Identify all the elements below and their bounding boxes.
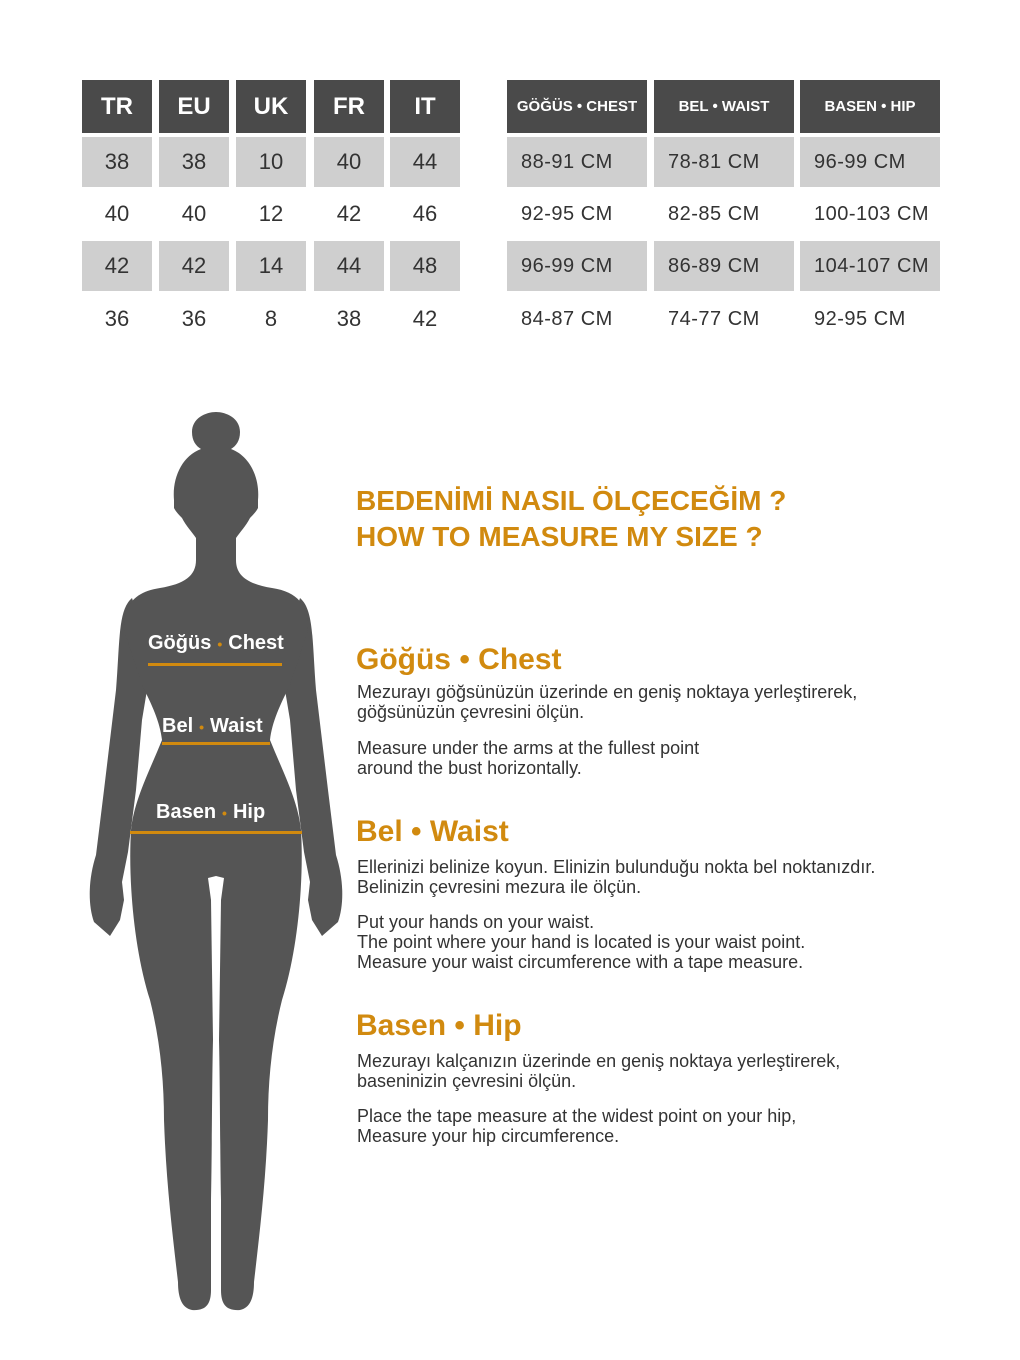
table-cell: 82-85 CM bbox=[668, 202, 760, 225]
table-cell: 10 bbox=[236, 137, 306, 187]
table-cell: 40 bbox=[314, 137, 384, 187]
table-cell: 42 bbox=[336, 201, 362, 226]
label-en: Hip bbox=[232, 801, 266, 823]
table-cell: 38 bbox=[82, 137, 152, 187]
dot-icon: • bbox=[217, 636, 223, 652]
dot-icon: • bbox=[222, 805, 227, 821]
section-heading-hip: Basen • Hip bbox=[356, 1009, 522, 1042]
section-text-hip-tr: Mezurayı kalçanızın üzerinde en geniş no… bbox=[357, 1051, 841, 1091]
figure-label-chest: Göğüs • Chest bbox=[148, 632, 284, 655]
table-cell: 46 bbox=[412, 201, 438, 226]
label-tr: Basen bbox=[156, 801, 217, 823]
column-header: EU bbox=[159, 80, 229, 133]
table-cell: 84-87 CM bbox=[521, 307, 613, 330]
label-tr: Bel bbox=[162, 715, 194, 737]
table-cell: 36 bbox=[104, 306, 130, 331]
table-cell: 38 bbox=[336, 306, 362, 331]
section-heading-waist: Bel • Waist bbox=[356, 815, 509, 848]
table-cell: 36 bbox=[181, 306, 207, 331]
table-cell: 40 bbox=[181, 201, 207, 226]
table-cell: 42 bbox=[82, 241, 152, 291]
table-cell: 42 bbox=[412, 306, 438, 331]
table-cell: 40 bbox=[104, 201, 130, 226]
column-header: IT bbox=[390, 80, 460, 133]
label-en: Chest bbox=[228, 632, 284, 654]
table-cell: 92-95 CM bbox=[521, 202, 613, 225]
table-cell: 8 bbox=[264, 306, 278, 331]
table-cell: 96-99 CM bbox=[507, 241, 647, 291]
table-cell: 14 bbox=[236, 241, 306, 291]
column-header: FR bbox=[314, 80, 384, 133]
waist-line bbox=[162, 742, 270, 745]
column-header: TR bbox=[82, 80, 152, 133]
label-en: Waist bbox=[210, 715, 263, 737]
page-title-tr: BEDENİMİ NASIL ÖLÇECEĞİM ? bbox=[356, 485, 787, 516]
chest-line bbox=[148, 663, 282, 666]
table-cell: 42 bbox=[159, 241, 229, 291]
column-header: GÖĞÜS • CHEST bbox=[507, 80, 647, 133]
table-cell: 88-91 CM bbox=[507, 137, 647, 187]
table-cell: 38 bbox=[159, 137, 229, 187]
table-cell: 100-103 CM bbox=[814, 202, 930, 225]
table-cell: 44 bbox=[390, 137, 460, 187]
table-cell: 96-99 CM bbox=[800, 137, 940, 187]
column-header: BASEN • HIP bbox=[800, 80, 940, 133]
section-text-waist-tr: Ellerinizi belinize koyun. Elinizin bulu… bbox=[357, 857, 876, 897]
body-silhouette bbox=[89, 412, 343, 1311]
hip-line bbox=[130, 831, 302, 834]
column-header: UK bbox=[236, 80, 306, 133]
section-heading-chest: Göğüs • Chest bbox=[356, 643, 562, 676]
silhouette-body-half bbox=[124, 412, 216, 1311]
column-header: BEL • WAIST bbox=[654, 80, 794, 133]
table-cell: 78-81 CM bbox=[654, 137, 794, 187]
table-cell: 92-95 CM bbox=[814, 307, 906, 330]
section-text-chest-en: Measure under the arms at the fullest po… bbox=[357, 738, 700, 778]
table-cell: 86-89 CM bbox=[654, 241, 794, 291]
page-title-en: HOW TO MEASURE MY SIZE ? bbox=[356, 521, 763, 552]
figure-label-hip: Basen • Hip bbox=[156, 801, 265, 824]
silhouette-arm bbox=[89, 598, 152, 936]
table-cell: 12 bbox=[258, 201, 284, 226]
section-text-hip-en: Place the tape measure at the widest poi… bbox=[357, 1106, 797, 1146]
section-text-chest-tr: Mezurayı göğsünüzün üzerinde en geniş no… bbox=[357, 682, 858, 722]
figure-label-waist: Bel • Waist bbox=[162, 715, 263, 738]
dot-icon: • bbox=[199, 719, 205, 735]
table-cell: 48 bbox=[390, 241, 460, 291]
section-text-waist-en: Put your hands on your waist. The point … bbox=[357, 912, 806, 972]
table-cell: 104-107 CM bbox=[800, 241, 940, 291]
label-tr: Göğüs bbox=[148, 632, 212, 654]
table-cell: 74-77 CM bbox=[668, 307, 760, 330]
table-cell: 44 bbox=[314, 241, 384, 291]
